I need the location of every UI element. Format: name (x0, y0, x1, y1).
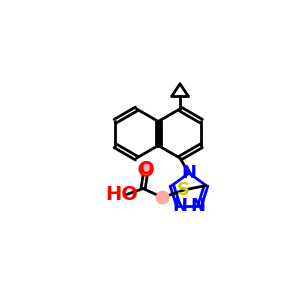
Text: N: N (182, 164, 196, 182)
Text: HO: HO (106, 185, 139, 204)
Text: O: O (139, 160, 154, 178)
Circle shape (157, 192, 169, 203)
Circle shape (140, 162, 153, 176)
Text: S: S (177, 181, 190, 199)
Text: N: N (190, 197, 206, 215)
Text: N: N (172, 197, 188, 215)
